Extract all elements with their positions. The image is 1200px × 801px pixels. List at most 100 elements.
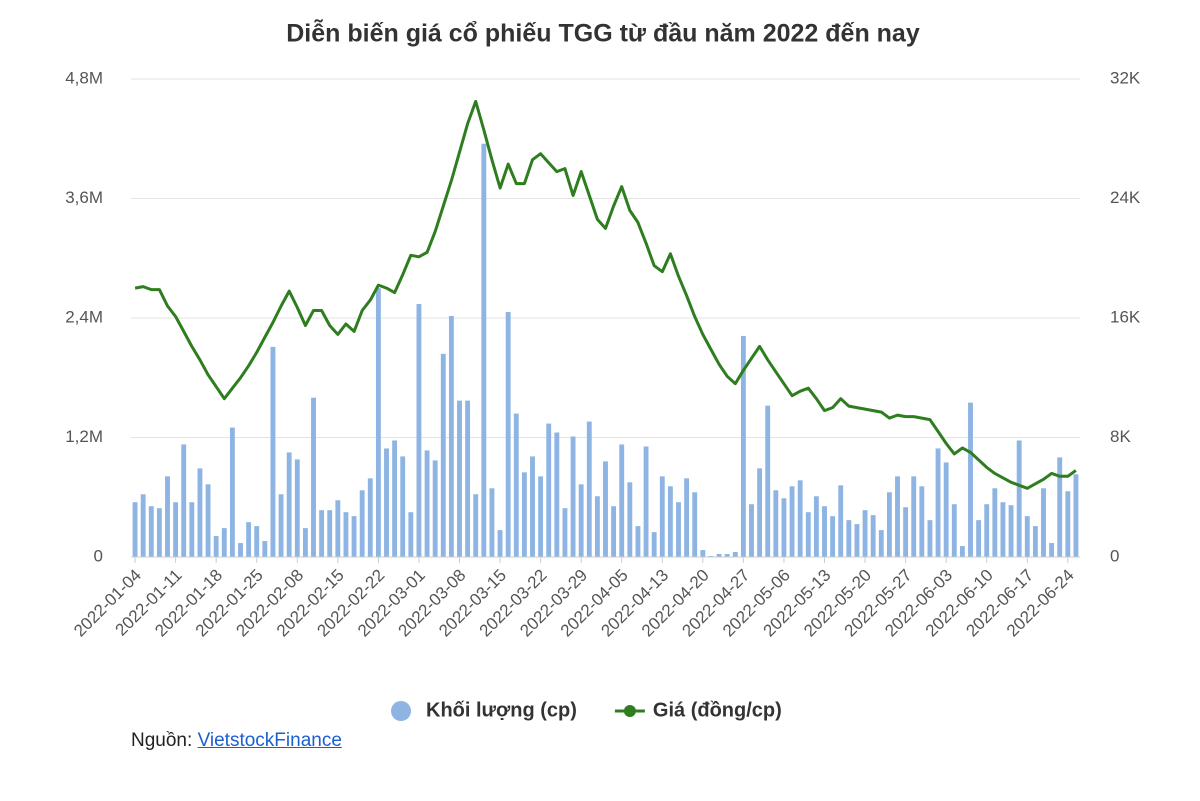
legend-marker [623,705,636,717]
bar [335,500,341,557]
y-tick-label: 0 [94,546,103,565]
bar [351,516,357,557]
bar [302,528,308,557]
bar [619,444,625,557]
bar [667,486,673,557]
y2-tick-label: 32K [1110,68,1141,87]
y2-tick-label: 0 [1110,546,1119,565]
bar [878,530,884,557]
y2-tick-label: 16K [1110,307,1141,326]
bar [935,448,941,557]
bar [830,516,836,557]
bar [943,462,949,557]
bar [951,504,957,557]
bar [1016,440,1022,557]
bar [156,508,162,557]
bar [294,459,300,557]
bar [1049,543,1055,557]
bar [765,405,771,557]
bar [481,143,487,557]
bar [578,484,584,557]
bar [732,552,738,557]
bar [189,502,195,557]
bar [749,504,754,557]
bar [262,541,268,557]
bar [805,512,811,557]
bar [221,528,227,557]
bar [278,494,284,557]
bar [384,448,389,557]
bar [870,515,876,557]
bar [740,335,746,557]
bar [676,502,681,557]
bar [546,423,552,557]
source-label: Nguồn: [131,730,193,751]
bar [903,507,909,557]
bar [773,490,779,557]
y-tick-label: 2,4M [65,307,103,326]
y-tick-label: 3,6M [65,188,103,207]
bar [886,492,892,557]
bar [643,446,649,557]
bar [594,496,600,557]
bar [959,546,965,557]
bar [465,400,471,557]
bar [1008,505,1014,557]
bar [311,397,316,557]
bar [651,532,657,557]
bar [1057,457,1063,557]
bar [724,554,730,557]
y2-tick-label: 8K [1110,427,1131,446]
bar [757,468,763,557]
bar [392,440,398,557]
bar [562,508,568,557]
bar [919,486,925,557]
bar [530,456,535,557]
bar [165,476,170,557]
bar [327,510,333,557]
bar [270,346,276,557]
y-tick-label: 1,2M [65,427,103,446]
bar [538,476,544,557]
bar [781,498,787,557]
bar [984,504,990,557]
bar [570,436,576,557]
bar [400,456,406,557]
bar [659,476,665,557]
bar [716,554,722,557]
bar [132,502,138,557]
price-line [134,99,1077,490]
bar [927,520,933,557]
bar [822,506,827,557]
bar [181,444,187,557]
bar [440,353,446,557]
bar [700,550,706,557]
bar [359,490,365,557]
bar [246,522,252,557]
bar [1024,516,1030,557]
bar [229,427,235,557]
bar [586,421,592,557]
legend-marker [391,701,411,721]
legend-label: Giá (đồng/cp) [653,699,782,721]
bar [1073,474,1079,557]
bar [521,472,527,557]
bar [238,543,243,557]
bar [692,492,698,557]
bar [367,478,373,557]
bar [489,488,495,557]
bar [611,506,617,557]
bar [513,413,519,557]
bar [148,506,154,557]
y2-tick-label: 24K [1110,188,1141,207]
bar [457,400,462,557]
source-link[interactable]: VietstockFinance [197,730,342,751]
bar [1041,488,1046,557]
bar [554,432,560,557]
bar [173,502,179,557]
bar [140,494,146,557]
bar [254,526,260,557]
bar [895,476,900,557]
bar [286,452,292,557]
